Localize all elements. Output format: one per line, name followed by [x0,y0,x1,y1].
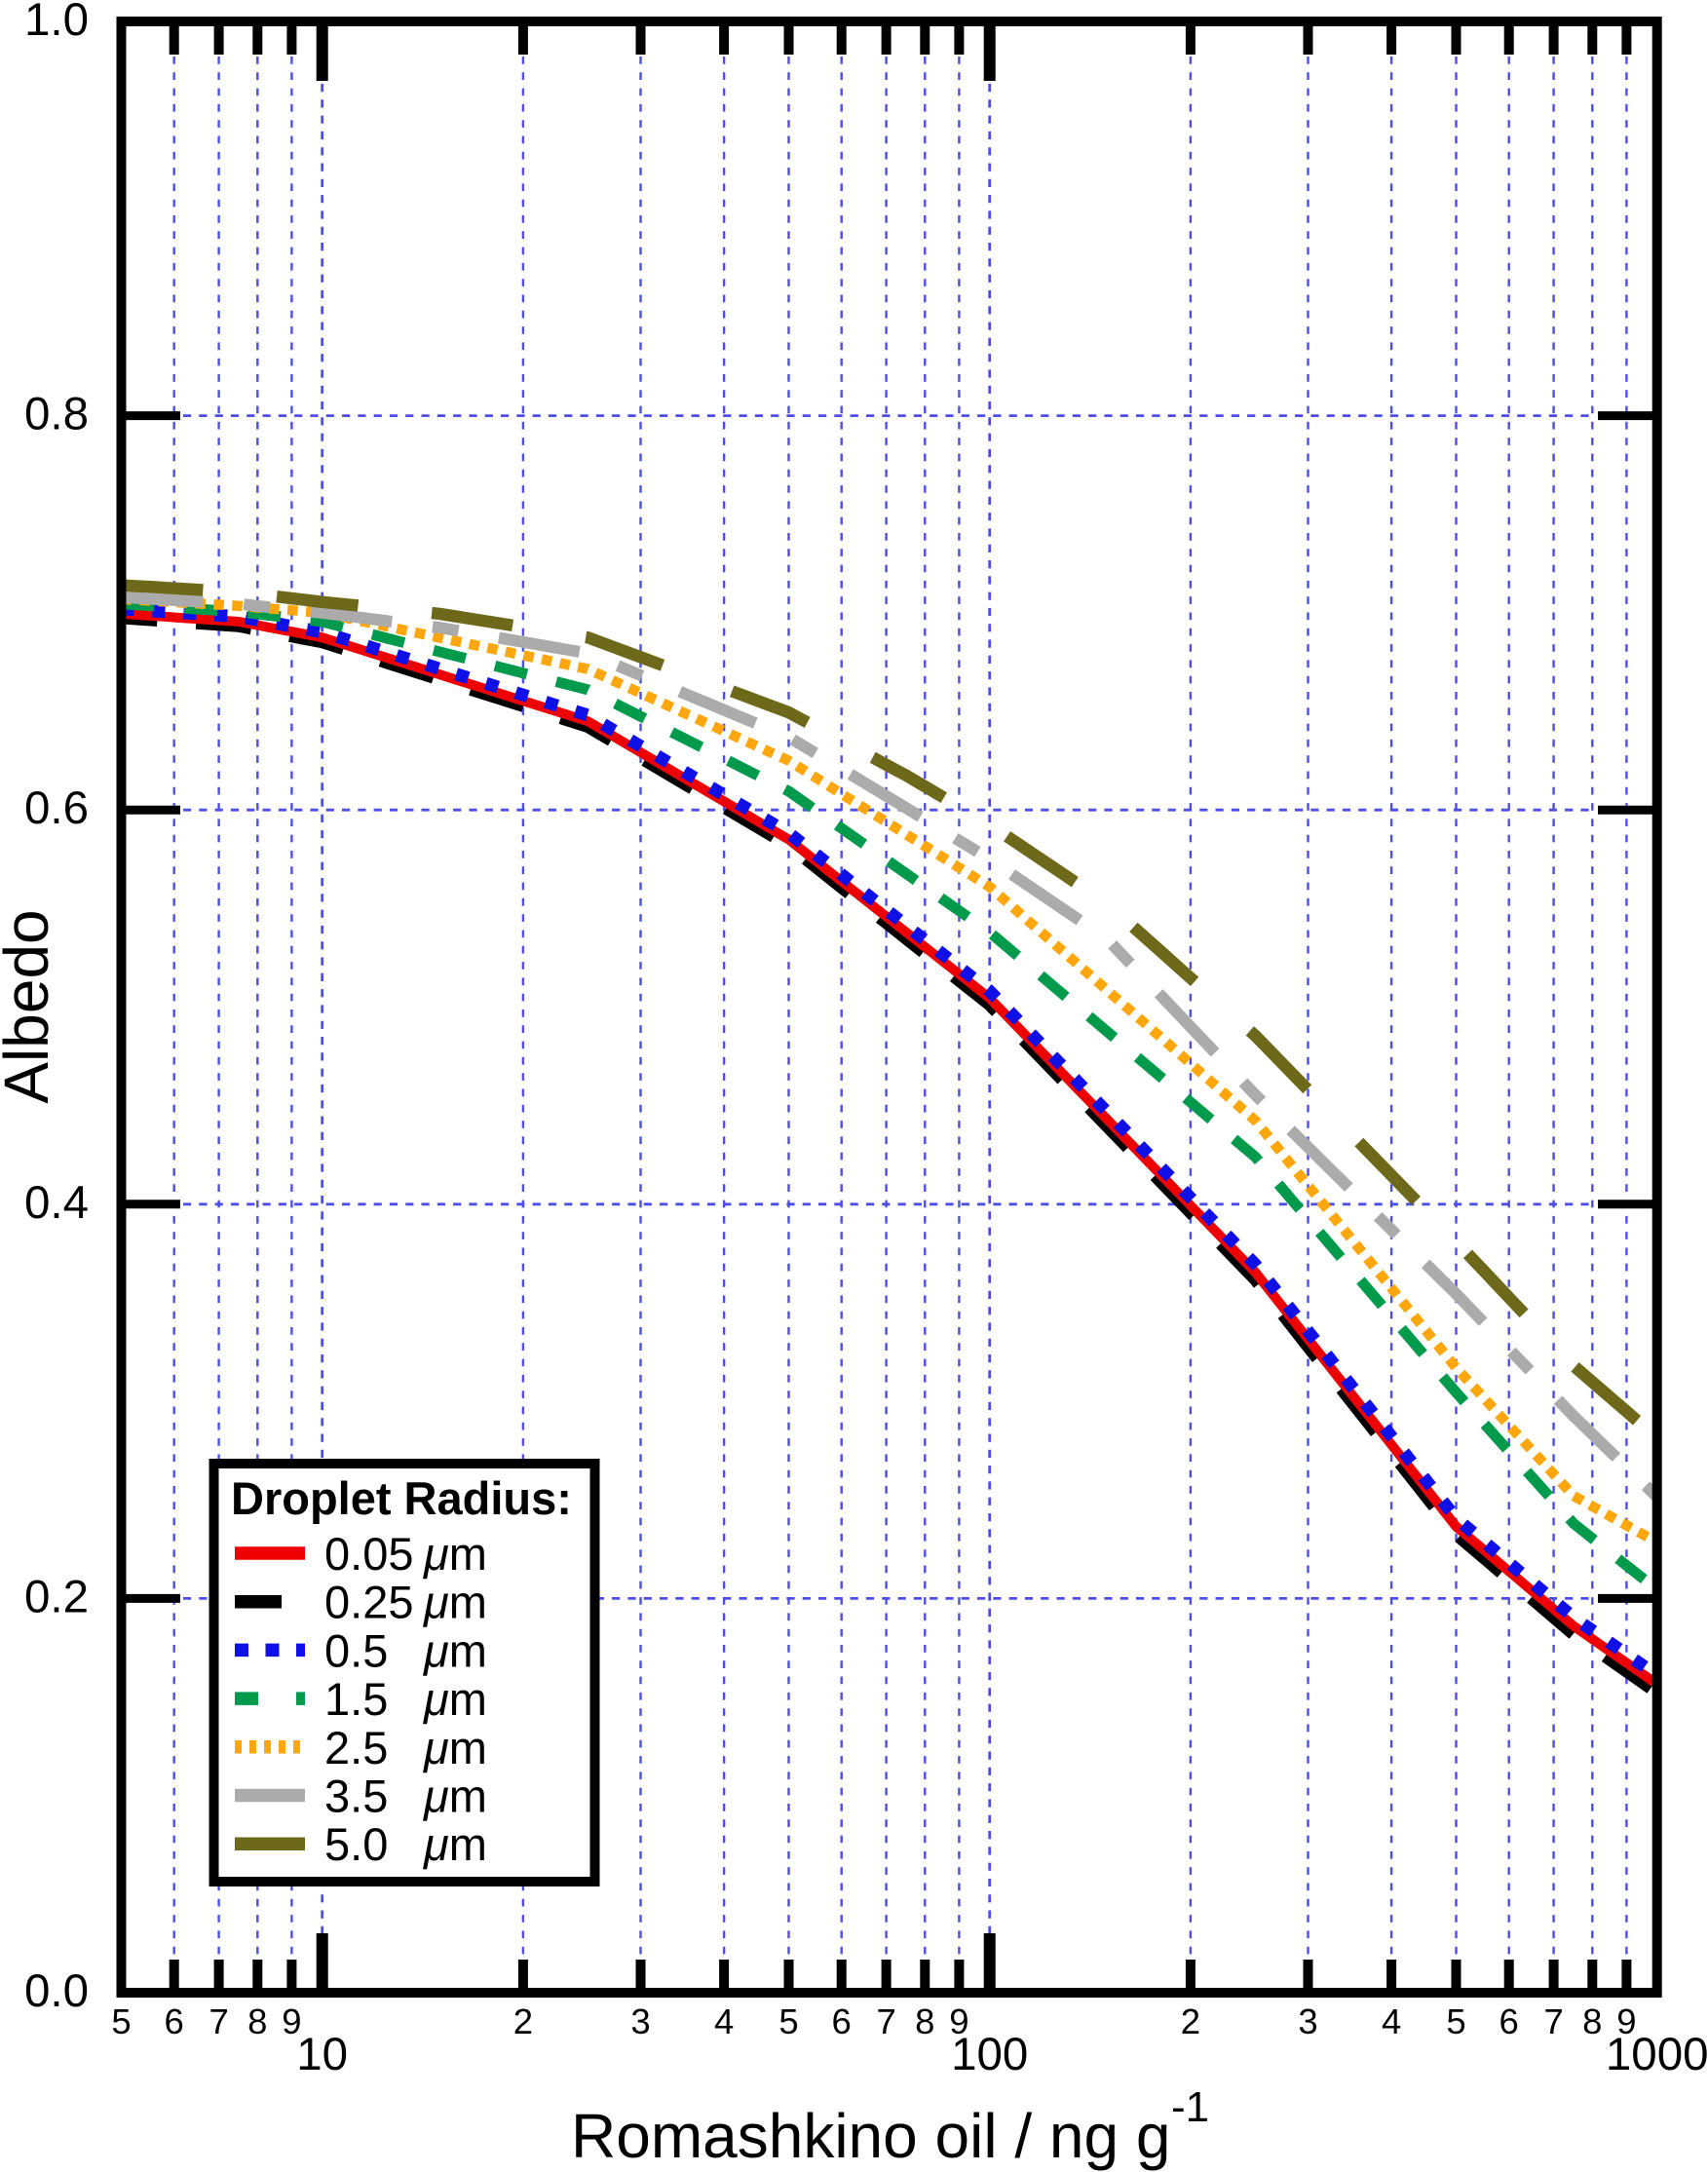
svg-text:μm: μm [423,1673,487,1725]
svg-text:0.8: 0.8 [24,389,89,440]
svg-text:2: 2 [1181,2001,1200,2041]
svg-text:Albedo: Albedo [0,909,61,1103]
svg-text:5: 5 [778,2001,798,2041]
svg-text:6: 6 [832,2001,852,2041]
svg-text:4: 4 [1382,2001,1401,2041]
svg-text:10: 10 [296,2029,348,2080]
svg-text:7: 7 [1543,2001,1563,2041]
svg-text:7: 7 [876,2001,895,2041]
svg-text:Droplet Radius:: Droplet Radius: [231,1472,572,1524]
svg-text:5.0: 5.0 [324,1818,388,1870]
svg-text:8: 8 [915,2001,934,2041]
svg-text:6: 6 [1499,2001,1519,2041]
svg-text:2.5: 2.5 [324,1722,388,1773]
svg-text:0.05: 0.05 [324,1528,413,1580]
svg-text:3: 3 [1298,2001,1317,2041]
svg-text:3.5: 3.5 [324,1771,388,1822]
svg-text:0.25: 0.25 [324,1577,413,1628]
svg-text:9: 9 [1616,2001,1636,2041]
svg-text:9: 9 [282,2001,301,2041]
svg-text:1.5: 1.5 [324,1673,388,1725]
svg-text:μm: μm [423,1771,487,1822]
svg-text:1.0: 1.0 [24,0,89,46]
svg-text:100: 100 [951,2029,1028,2080]
svg-text:9: 9 [949,2001,968,2041]
svg-text:6: 6 [165,2001,184,2041]
svg-text:μm: μm [423,1624,487,1676]
svg-text:0.2: 0.2 [24,1571,89,1622]
svg-text:4: 4 [714,2001,734,2041]
svg-text:0.5: 0.5 [324,1624,388,1676]
svg-text:1000: 1000 [1606,2029,1708,2080]
svg-text:2: 2 [513,2001,533,2041]
svg-text:3: 3 [630,2001,650,2041]
svg-text:μm: μm [423,1722,487,1773]
svg-text:μm: μm [423,1528,487,1580]
svg-text:7: 7 [209,2001,228,2041]
svg-text:0.0: 0.0 [24,1965,89,2017]
svg-text:0.4: 0.4 [24,1177,89,1229]
svg-text:5: 5 [1446,2001,1465,2041]
svg-text:0.6: 0.6 [24,782,89,834]
svg-text:μm: μm [423,1818,487,1870]
svg-text:Romashkino oil / ng g: Romashkino oil / ng g [571,2101,1170,2171]
svg-text:-1: -1 [1171,2083,1209,2131]
svg-text:5: 5 [111,2001,131,2041]
svg-text:8: 8 [1582,2001,1602,2041]
svg-text:8: 8 [247,2001,267,2041]
svg-text:μm: μm [423,1577,487,1628]
